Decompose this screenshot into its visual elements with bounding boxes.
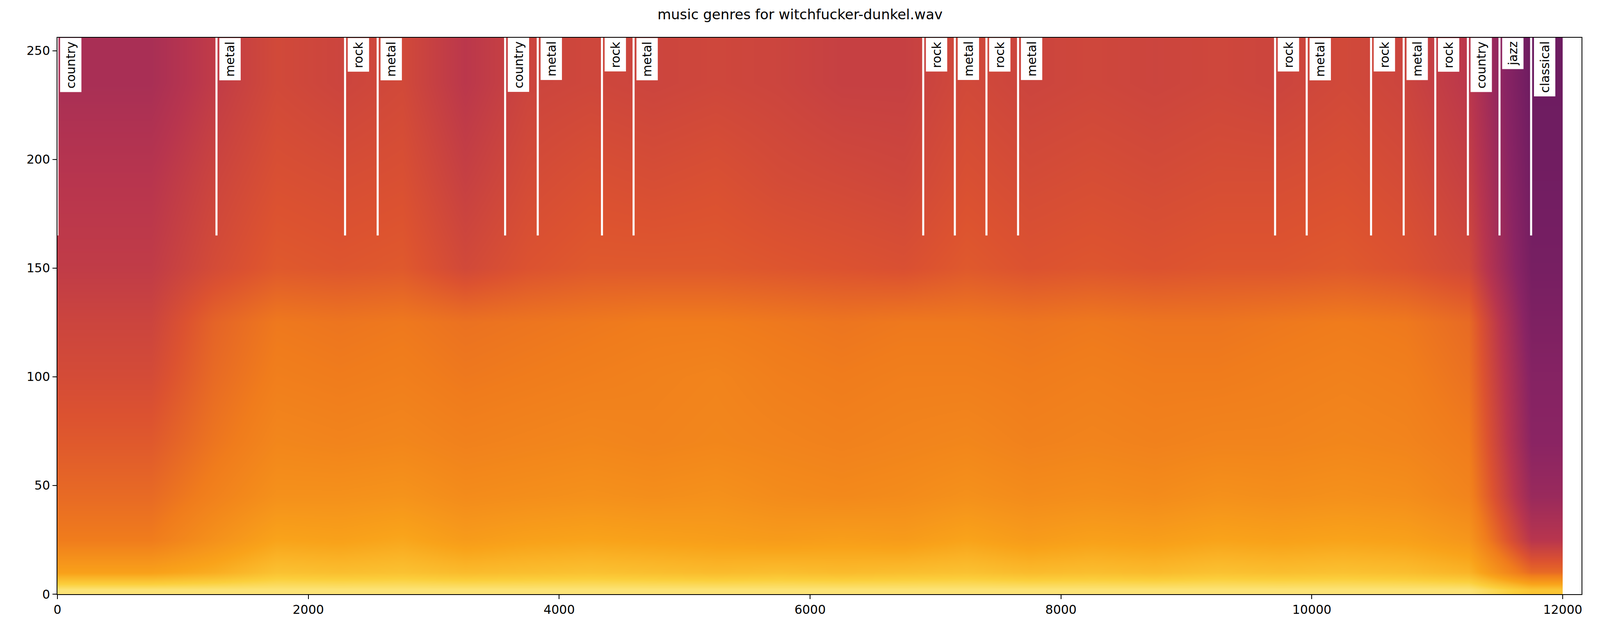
svg-text:metal: metal [1024, 41, 1039, 77]
svg-text:metal: metal [961, 41, 976, 77]
svg-text:200: 200 [26, 152, 51, 167]
svg-text:8000: 8000 [1045, 602, 1077, 617]
svg-text:metal: metal [544, 41, 559, 77]
svg-text:jazz: jazz [1505, 41, 1521, 66]
svg-text:100: 100 [26, 369, 51, 384]
svg-text:classical: classical [1537, 41, 1553, 94]
svg-text:rock: rock [1377, 41, 1392, 69]
svg-text:0: 0 [42, 587, 51, 602]
svg-text:music genres for witchfucker-d: music genres for witchfucker-dunkel.wav [657, 6, 943, 23]
svg-text:rock: rock [929, 41, 944, 69]
svg-text:6000: 6000 [794, 602, 826, 617]
svg-text:250: 250 [26, 43, 51, 58]
svg-text:metal: metal [222, 41, 238, 77]
svg-text:rock: rock [1281, 41, 1296, 69]
svg-text:country: country [511, 41, 526, 89]
svg-text:country: country [63, 41, 78, 89]
svg-text:country: country [1474, 41, 1489, 89]
svg-text:rock: rock [992, 41, 1007, 69]
svg-text:10000: 10000 [1292, 602, 1332, 617]
svg-text:metal: metal [1312, 41, 1328, 77]
svg-text:12000: 12000 [1542, 602, 1582, 617]
svg-text:50: 50 [34, 478, 51, 493]
svg-text:metal: metal [639, 41, 655, 77]
svg-text:0: 0 [53, 602, 62, 617]
svg-text:metal: metal [1410, 41, 1425, 77]
svg-text:rock: rock [608, 41, 623, 69]
svg-text:4000: 4000 [543, 602, 575, 617]
svg-text:150: 150 [26, 260, 51, 276]
svg-text:rock: rock [351, 41, 366, 69]
svg-text:rock: rock [1441, 41, 1456, 69]
svg-text:2000: 2000 [292, 602, 325, 617]
svg-text:metal: metal [383, 41, 399, 77]
